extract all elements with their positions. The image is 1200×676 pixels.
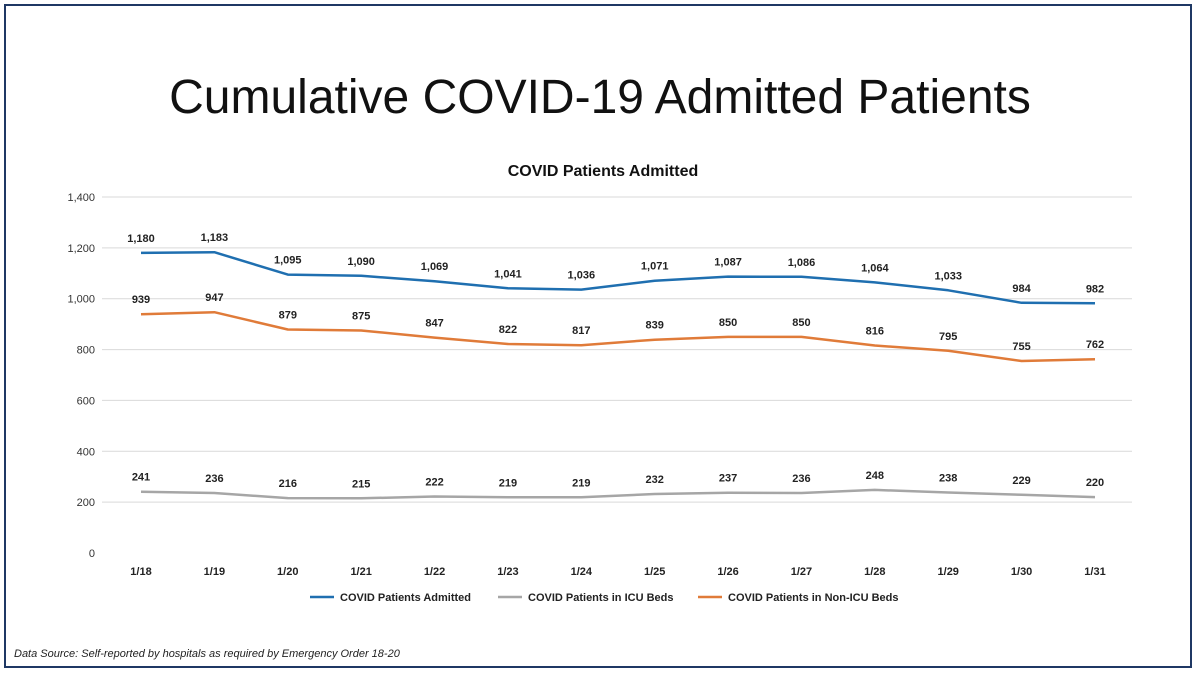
- series-lines: [140, 250, 1096, 500]
- data-label: 822: [499, 324, 517, 336]
- data-labels: 1,180 1,183 1,095 1,090 1,069 1,041 1,036 1,071…: [127, 232, 1104, 490]
- data-label: 248: [866, 470, 884, 482]
- x-tick-label: 1/26: [717, 566, 738, 578]
- legend-label: COVID Patients Admitted: [340, 592, 471, 604]
- data-label: 241: [132, 472, 150, 484]
- data-label: 1,086: [788, 257, 816, 269]
- data-label: 755: [1012, 341, 1030, 353]
- slide-frame: [4, 4, 1192, 668]
- data-label: 795: [939, 331, 957, 343]
- legend-label: COVID Patients in ICU Beds: [528, 592, 673, 604]
- legend-label: COVID Patients in Non-ICU Beds: [728, 592, 899, 604]
- y-tick-label: 200: [77, 497, 95, 509]
- data-label: 816: [866, 326, 884, 338]
- x-tick-label: 1/28: [864, 566, 885, 578]
- x-tick-label: 1/19: [204, 566, 225, 578]
- x-tick-label: 1/20: [277, 566, 298, 578]
- data-label: 232: [646, 474, 664, 486]
- data-label: 1,090: [347, 256, 375, 268]
- y-tick-label: 400: [77, 446, 95, 458]
- x-axis-ticks: 1/18 1/19 1/20 1/21 1/22 1/23 1/24 1/25 1/26 1/27…: [130, 566, 1105, 578]
- x-tick-label: 1/29: [938, 566, 959, 578]
- data-label: 847: [425, 318, 443, 330]
- y-tick-label: 1,200: [67, 243, 95, 255]
- series-line-2: [140, 310, 1096, 363]
- series-line-0: [140, 250, 1096, 305]
- y-tick-label: 600: [77, 395, 95, 407]
- data-label: 1,033: [934, 270, 962, 282]
- gridlines: [102, 196, 1132, 503]
- data-label: 762: [1086, 339, 1104, 351]
- data-label: 939: [132, 294, 150, 306]
- x-tick-label: 1/18: [130, 566, 151, 578]
- x-tick-label: 1/22: [424, 566, 445, 578]
- x-tick-label: 1/30: [1011, 566, 1032, 578]
- data-label: 1,036: [568, 270, 596, 282]
- y-axis-ticks: 0 200 400 600 800 1,000 1,200 1,400: [67, 192, 95, 560]
- x-tick-label: 1/21: [350, 566, 371, 578]
- data-label: 947: [205, 292, 223, 304]
- data-label: 236: [792, 473, 810, 485]
- x-tick-label: 1/24: [571, 566, 593, 578]
- data-label: 850: [719, 317, 737, 329]
- y-tick-label: 0: [89, 548, 95, 560]
- slide-title: Cumulative COVID-19 Admitted Patients: [169, 71, 1031, 124]
- data-label: 1,180: [127, 233, 155, 245]
- y-tick-label: 1,400: [67, 192, 95, 204]
- data-label: 1,087: [714, 257, 742, 269]
- x-tick-label: 1/31: [1084, 566, 1105, 578]
- data-label: 220: [1086, 477, 1104, 489]
- data-label: 219: [499, 477, 517, 489]
- data-label: 1,095: [274, 255, 302, 267]
- chart-title: COVID Patients Admitted: [508, 163, 699, 180]
- data-label: 229: [1012, 475, 1030, 487]
- data-label: 219: [572, 477, 590, 489]
- data-label: 984: [1012, 283, 1031, 295]
- x-tick-label: 1/25: [644, 566, 665, 578]
- data-label: 839: [646, 320, 664, 332]
- data-label: 222: [425, 477, 443, 489]
- data-label: 236: [205, 473, 223, 485]
- data-label: 1,183: [201, 232, 229, 244]
- data-label: 850: [792, 317, 810, 329]
- data-label: 237: [719, 473, 737, 485]
- data-label: 1,071: [641, 261, 669, 273]
- data-label: 879: [279, 309, 297, 321]
- legend: COVID Patients Admitted COVID Patients in…: [310, 592, 899, 604]
- data-source-note: Data Source: Self-reported by hospitals …: [14, 648, 400, 660]
- data-label: 215: [352, 478, 370, 490]
- series-line-1: [140, 488, 1096, 500]
- data-label: 982: [1086, 283, 1104, 295]
- data-label: 817: [572, 325, 590, 337]
- data-label: 875: [352, 311, 370, 323]
- y-tick-label: 800: [77, 345, 95, 357]
- data-label: 1,064: [861, 262, 889, 274]
- y-tick-label: 1,000: [67, 294, 95, 306]
- data-label: 216: [279, 478, 297, 490]
- data-label: 1,069: [421, 261, 449, 273]
- x-tick-label: 1/23: [497, 566, 518, 578]
- x-tick-label: 1/27: [791, 566, 812, 578]
- data-label: 238: [939, 472, 957, 484]
- data-label: 1,041: [494, 268, 522, 280]
